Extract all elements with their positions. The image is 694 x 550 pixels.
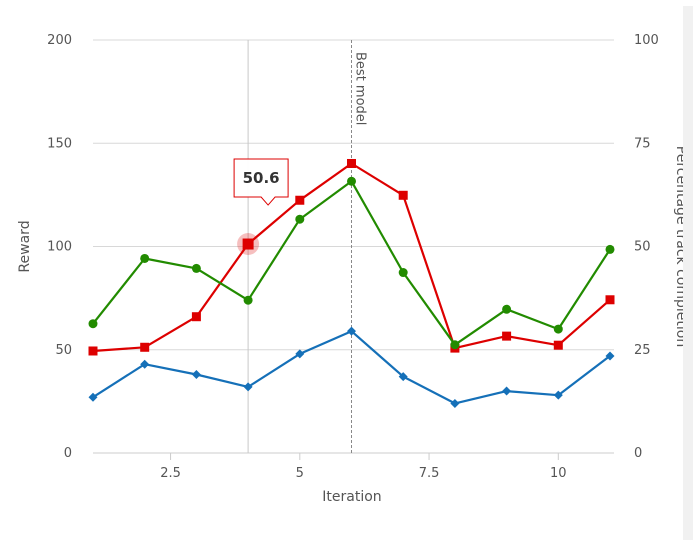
series-1-point (450, 340, 460, 350)
series-0-point (605, 295, 615, 305)
series-0-point (502, 331, 512, 341)
x-tick-label: 2.5 (160, 466, 181, 481)
series-0-point (398, 190, 408, 200)
y-tick-label: 100 (47, 240, 72, 255)
series-1-point (295, 214, 305, 224)
series-1-point (553, 324, 563, 334)
series-1-point (140, 253, 150, 263)
y-axis-title: Reward (17, 220, 33, 272)
series-1-point (243, 295, 253, 305)
tooltip: 50.6 (233, 158, 289, 206)
x-tick-label: 7.5 (419, 466, 440, 481)
series-1-point (347, 176, 356, 186)
series-1-point (88, 319, 98, 329)
x-tick-label: 10 (550, 466, 567, 481)
x-axis-title: Iteration (322, 489, 381, 505)
series-0-point (347, 158, 356, 168)
tooltip-box (233, 158, 289, 206)
series-2-point (88, 392, 98, 402)
y2-tick-label: 100 (634, 33, 659, 48)
series-2-point (295, 349, 305, 359)
grid-lines (93, 39, 614, 454)
series-2-point (450, 398, 460, 408)
x-tick-label: 5 (296, 466, 304, 481)
series-0-point (191, 312, 201, 322)
series-2-point (243, 382, 253, 392)
series-group (88, 158, 615, 408)
series-0-point (553, 340, 563, 350)
series-2-point (553, 390, 563, 400)
series-0-point (140, 342, 150, 352)
series-1-point (191, 263, 201, 273)
series-2-point (605, 351, 615, 361)
series-2-point (398, 372, 408, 382)
series-0-point (295, 195, 305, 205)
y2-tick-label: 75 (634, 136, 651, 151)
series-2-point (502, 386, 512, 396)
tooltip-value: 50.6 (243, 169, 280, 187)
y2-tick-label: 0 (634, 446, 642, 461)
y2-tick-label: 25 (634, 343, 651, 358)
y-tick-label: 200 (47, 33, 72, 48)
hovered-point (242, 238, 254, 250)
series-1-point (398, 268, 408, 278)
axes: 0 50 100 150 200 0 25 50 75 100 2.5 5 7.5 10 Iteration… (17, 33, 689, 505)
best-model-label: Best model (353, 52, 368, 125)
series-2-point (140, 359, 150, 369)
series-2-point (191, 370, 201, 380)
y-tick-label: 50 (55, 343, 72, 358)
series-0-point (88, 346, 98, 356)
y-tick-label: 150 (47, 136, 72, 151)
series-2-point (347, 326, 356, 336)
series-1-point (605, 244, 615, 254)
series-1-point (502, 304, 512, 314)
y2-tick-label: 50 (634, 240, 651, 255)
vertical-scrollbar[interactable] (683, 6, 693, 540)
y-tick-label: 0 (64, 446, 72, 461)
